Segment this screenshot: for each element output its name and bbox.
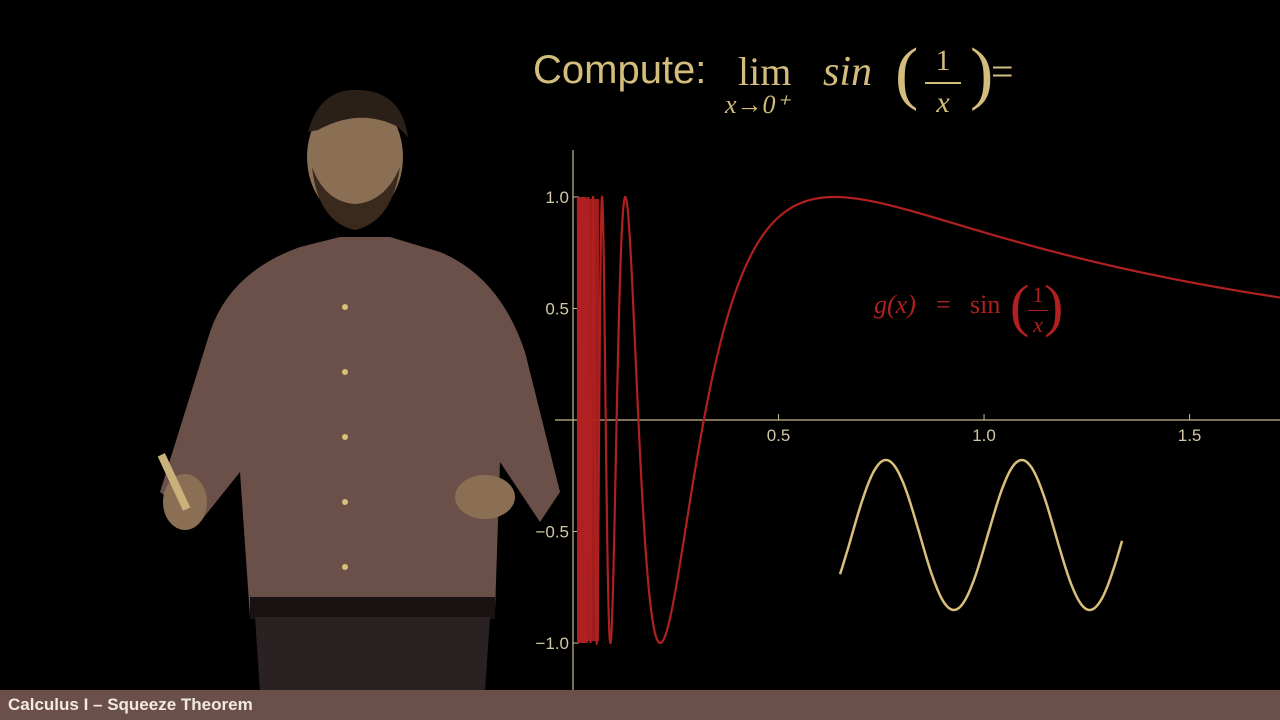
chart-axes xyxy=(555,150,1280,690)
fraction-bar xyxy=(925,82,961,84)
function-name: g(x) xyxy=(874,290,916,319)
shirt-button xyxy=(342,499,348,505)
y-tick-label: −0.5 xyxy=(535,523,569,542)
chart-curve xyxy=(576,194,1280,646)
function-fraction-bar xyxy=(1028,310,1048,311)
presenter-torso xyxy=(160,237,560,617)
paren-left: ( xyxy=(895,35,919,112)
function-denominator: x xyxy=(1033,312,1043,337)
fraction-denominator: x xyxy=(936,86,950,119)
fraction-numerator: 1 xyxy=(935,44,951,77)
function-sin: sin xyxy=(970,290,1001,319)
course-title: Calculus I – Squeeze Theorem xyxy=(8,695,253,714)
presenter-hand-right xyxy=(455,475,515,519)
sketch-wave xyxy=(838,458,1124,612)
function-numerator: 1 xyxy=(1032,282,1044,307)
chart-ticks: 0.5 1.0 1.5 1.0 0.5 −0.5 −1.0 xyxy=(535,188,1201,653)
marker-icon xyxy=(157,453,191,511)
shirt-button xyxy=(342,369,348,375)
g-x-curve xyxy=(576,194,1280,646)
presenter-legs xyxy=(255,617,490,692)
y-tick-label: 1.0 xyxy=(545,188,569,207)
y-tick-label: −1.0 xyxy=(535,634,569,653)
presenter-belt xyxy=(250,597,495,619)
presenter-head xyxy=(307,95,403,219)
presenter-beard xyxy=(312,167,400,230)
shirt-button xyxy=(342,434,348,440)
shirt-button xyxy=(342,564,348,570)
shirt-button xyxy=(342,304,348,310)
x-tick-label: 1.0 xyxy=(972,426,996,445)
x-tick-label: 1.5 xyxy=(1178,426,1202,445)
function-equals: = xyxy=(936,290,951,319)
presenter-hair xyxy=(308,89,408,137)
sine-function: sin xyxy=(823,49,873,95)
presenter-figure xyxy=(157,89,560,692)
paren-right: ) xyxy=(970,35,994,112)
function-paren-left: ( xyxy=(1010,273,1030,338)
footer-bar: Calculus I – Squeeze Theorem xyxy=(0,690,1280,720)
oscillation-band xyxy=(577,199,599,641)
function-paren-right: ) xyxy=(1044,273,1064,338)
compute-label: Compute: xyxy=(533,48,707,92)
y-tick-label: 0.5 xyxy=(545,300,569,319)
x-tick-label: 0.5 xyxy=(767,426,791,445)
equals-sign: = xyxy=(991,49,1014,94)
limit-subscript: x→0⁺ xyxy=(725,90,790,119)
limit-operator: lim xyxy=(738,49,792,94)
